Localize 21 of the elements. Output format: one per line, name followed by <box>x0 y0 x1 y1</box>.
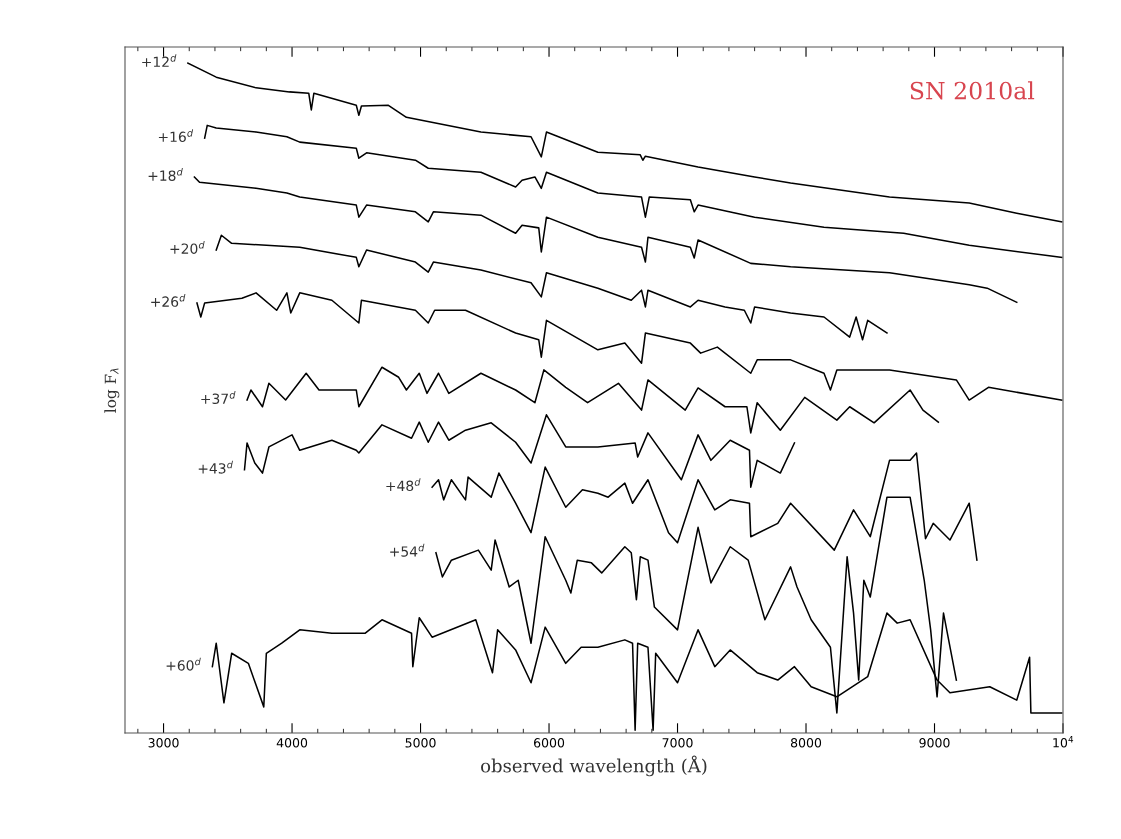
x-tick-label: 7000 <box>662 738 693 748</box>
x-tick-label: 3000 <box>148 738 179 748</box>
legend-label: +12$^{d}$ <box>142 54 177 67</box>
series-label: +54$^{d}$ <box>390 543 425 557</box>
y-axis-title: log F$_{λ}$ <box>104 368 120 413</box>
x-tick-label: 9000 <box>919 738 950 748</box>
series-label: +37$^{d}$ <box>201 391 236 405</box>
x-tick-label: 6000 <box>533 738 565 748</box>
series-label: +18$^{d}$ <box>148 168 183 181</box>
series-label: +26$^{d}$ <box>151 293 186 307</box>
x-tick-label: 4000 <box>276 738 308 748</box>
series-label: +43$^{d}$ <box>198 460 233 474</box>
series-label: +16$^{d}$ <box>158 129 194 143</box>
series-label: +20$^{d}$ <box>170 241 205 254</box>
annotation: SN 2010al <box>910 81 1035 100</box>
series-label: +60$^{d}$ <box>166 657 201 671</box>
x-axis-title: observed wavelength (Å) <box>481 755 707 777</box>
x-tick-label: 5000 <box>405 738 436 748</box>
x-tick-label: 10$^{4}$ <box>1053 736 1074 748</box>
x-tick-label: 8000 <box>790 738 822 748</box>
series-label: +48$^{d}$ <box>386 478 421 492</box>
